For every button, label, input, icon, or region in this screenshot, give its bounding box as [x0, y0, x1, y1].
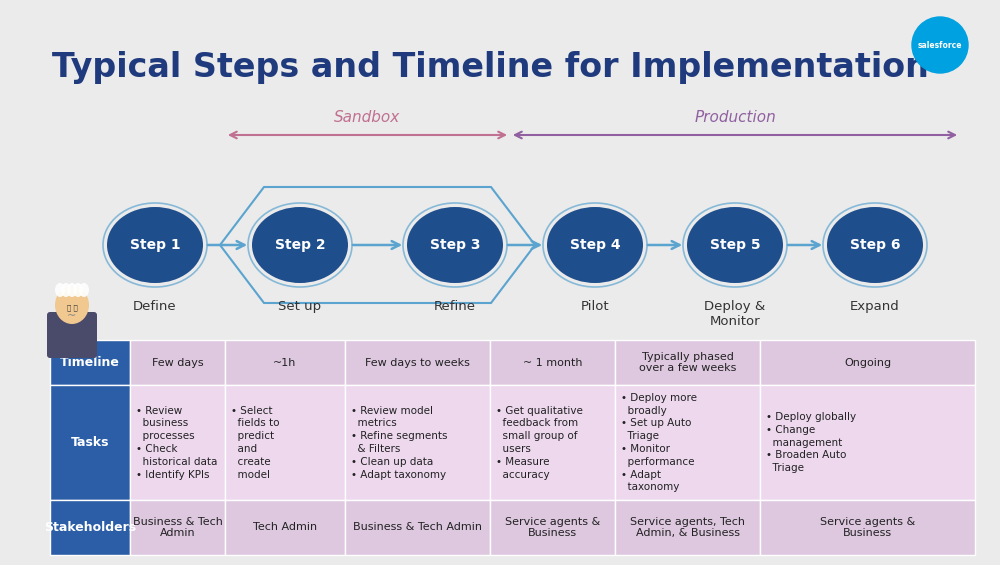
FancyBboxPatch shape [225, 385, 345, 500]
Ellipse shape [827, 207, 923, 283]
Ellipse shape [547, 207, 643, 283]
Text: Sandbox: Sandbox [334, 111, 401, 125]
FancyBboxPatch shape [130, 385, 225, 500]
Text: Expand: Expand [850, 300, 900, 313]
Ellipse shape [407, 207, 503, 283]
FancyBboxPatch shape [345, 340, 490, 385]
Text: Tech Admin: Tech Admin [253, 523, 317, 532]
FancyBboxPatch shape [225, 340, 345, 385]
Text: Step 2: Step 2 [275, 238, 325, 252]
Ellipse shape [107, 207, 203, 283]
Text: • Deploy more
  broadly
• Set up Auto
  Triage
• Monitor
  performance
• Adapt
 : • Deploy more broadly • Set up Auto Tria… [621, 393, 697, 492]
FancyBboxPatch shape [345, 385, 490, 500]
Text: Step 4: Step 4 [570, 238, 620, 252]
Text: Typically phased
over a few weeks: Typically phased over a few weeks [639, 351, 736, 373]
Text: Tasks: Tasks [71, 436, 109, 449]
Text: Production: Production [694, 111, 776, 125]
FancyBboxPatch shape [130, 340, 225, 385]
Text: Refine: Refine [434, 300, 476, 313]
Text: Business & Tech
Admin: Business & Tech Admin [133, 517, 222, 538]
Text: • Deploy globally
• Change
  management
• Broaden Auto
  Triage: • Deploy globally • Change management • … [766, 412, 856, 473]
Text: Few days: Few days [152, 358, 203, 367]
FancyBboxPatch shape [50, 500, 130, 555]
FancyBboxPatch shape [615, 340, 760, 385]
Text: Step 1: Step 1 [130, 238, 180, 252]
Text: Typical Steps and Timeline for Implementation: Typical Steps and Timeline for Implement… [52, 51, 929, 85]
Ellipse shape [55, 283, 65, 297]
Circle shape [912, 17, 968, 73]
FancyBboxPatch shape [490, 385, 615, 500]
Text: • Review
  business
  processes
• Check
  historical data
• Identify KPIs: • Review business processes • Check hist… [136, 406, 217, 480]
FancyBboxPatch shape [47, 312, 97, 358]
Text: Stakeholders: Stakeholders [44, 521, 136, 534]
Text: Business & Tech Admin: Business & Tech Admin [353, 523, 482, 532]
Ellipse shape [79, 283, 89, 297]
Ellipse shape [67, 283, 77, 297]
FancyBboxPatch shape [760, 385, 975, 500]
Text: Step 5: Step 5 [710, 238, 760, 252]
FancyBboxPatch shape [615, 385, 760, 500]
Text: ~: ~ [67, 311, 77, 321]
FancyBboxPatch shape [760, 500, 975, 555]
Text: Service agents &
Business: Service agents & Business [505, 517, 600, 538]
Text: Few days to weeks: Few days to weeks [365, 358, 470, 367]
Text: salesforce: salesforce [918, 41, 962, 50]
FancyBboxPatch shape [50, 385, 130, 500]
Text: Service agents, Tech
Admin, & Business: Service agents, Tech Admin, & Business [630, 517, 745, 538]
Text: ~ 1 month: ~ 1 month [523, 358, 582, 367]
FancyBboxPatch shape [50, 340, 130, 385]
FancyBboxPatch shape [615, 500, 760, 555]
Ellipse shape [252, 207, 348, 283]
FancyBboxPatch shape [490, 500, 615, 555]
Text: • Review model
  metrics
• Refine segments
  & Filters
• Clean up data
• Adapt t: • Review model metrics • Refine segments… [351, 406, 448, 480]
Text: ~1h: ~1h [273, 358, 297, 367]
Text: Step 6: Step 6 [850, 238, 900, 252]
Ellipse shape [61, 283, 71, 297]
FancyBboxPatch shape [130, 500, 225, 555]
Text: Service agents &
Business: Service agents & Business [820, 517, 915, 538]
Text: Ongoing: Ongoing [844, 358, 891, 367]
FancyBboxPatch shape [345, 500, 490, 555]
Ellipse shape [687, 207, 783, 283]
Text: • Select
  fields to
  predict
  and
  create
  model: • Select fields to predict and create mo… [231, 406, 280, 480]
Text: 👁 👁: 👁 👁 [67, 305, 77, 311]
Text: Deploy &
Monitor: Deploy & Monitor [704, 300, 766, 328]
Text: • Get qualitative
  feedback from
  small group of
  users
• Measure
  accuracy: • Get qualitative feedback from small gr… [496, 406, 583, 480]
FancyBboxPatch shape [760, 340, 975, 385]
Text: Step 3: Step 3 [430, 238, 480, 252]
Text: Define: Define [133, 300, 177, 313]
FancyBboxPatch shape [225, 500, 345, 555]
FancyBboxPatch shape [490, 340, 615, 385]
Ellipse shape [55, 286, 89, 324]
Ellipse shape [73, 283, 83, 297]
Text: Set up: Set up [278, 300, 322, 313]
Text: Pilot: Pilot [581, 300, 609, 313]
Text: Timeline: Timeline [60, 356, 120, 369]
